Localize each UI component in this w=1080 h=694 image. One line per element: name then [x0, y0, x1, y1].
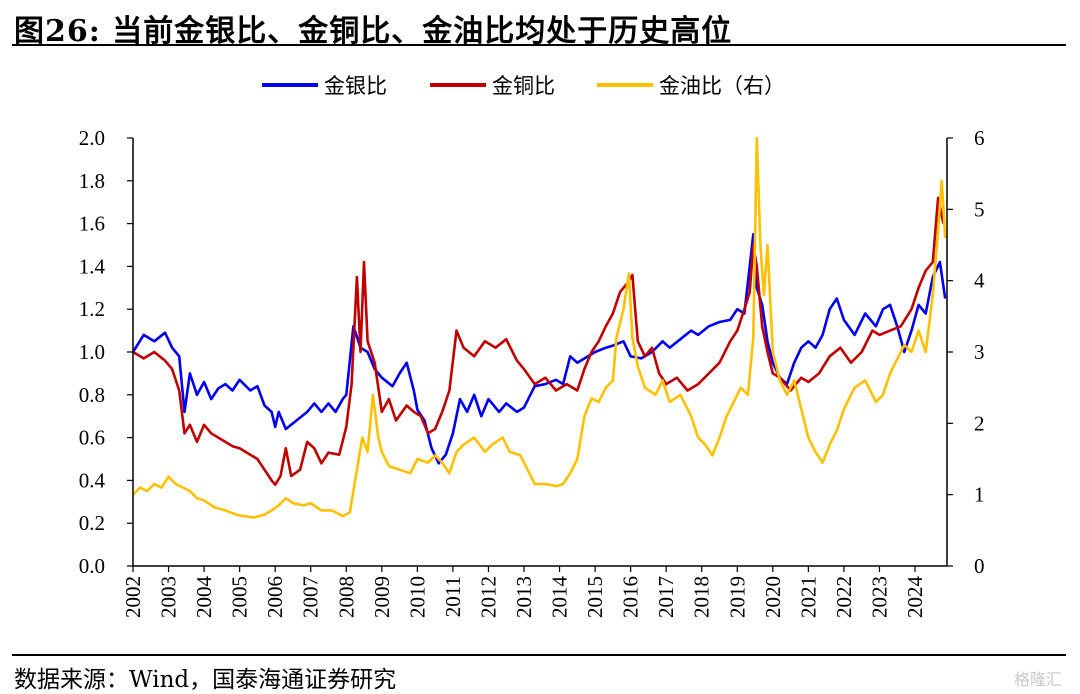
left-tick-label: 1.4	[79, 254, 106, 278]
x-tick-label: 2015	[583, 576, 607, 618]
x-tick-label: 2008	[334, 576, 358, 618]
left-tick-label: 0.0	[79, 554, 105, 578]
x-tick-label: 2017	[654, 576, 678, 618]
footer-rule	[12, 654, 1066, 656]
right-tick-label: 6	[974, 126, 985, 150]
right-tick-label: 1	[974, 483, 985, 507]
x-tick-label: 2018	[690, 576, 714, 618]
x-tick-label: 2012	[476, 576, 500, 618]
left-tick-label: 1.6	[79, 212, 105, 236]
right-tick-label: 5	[974, 197, 985, 221]
x-tick-label: 2009	[370, 576, 394, 618]
x-tick-label: 2021	[796, 576, 820, 618]
chart-axes: 0.0 0.2 0.4 0.6 0.8 1.0 1.2 1.4 1.6 1.8 2.0 0 1 2 3 4 5 6…	[79, 126, 985, 618]
right-tick-label: 3	[974, 340, 985, 364]
left-tick-label: 2.0	[79, 126, 105, 150]
series-line-3	[132, 136, 947, 519]
left-tick-label: 0.8	[79, 383, 105, 407]
x-tick-label: 2013	[512, 576, 536, 618]
x-tick-label: 2005	[228, 576, 252, 618]
x-tick-label: 2002	[121, 576, 145, 618]
legend-label: 金油比（右）	[659, 74, 785, 98]
x-tick-label: 2019	[725, 576, 749, 618]
chart-legend: 金银比 金铜比 金油比（右）	[262, 74, 785, 98]
legend-label: 金铜比	[492, 74, 555, 98]
x-tick-label: 2024	[903, 576, 927, 619]
left-tick-label: 0.4	[79, 468, 106, 492]
x-tick-label: 2014	[548, 576, 572, 619]
x-tick-label: 2004	[192, 576, 216, 619]
x-tick-label: 2022	[832, 576, 856, 618]
figure-title: 图26: 当前金银比、金铜比、金油比均处于历史高位	[14, 14, 733, 49]
right-tick-label: 2	[974, 411, 985, 435]
x-tick-label: 2020	[761, 576, 785, 618]
left-tick-label: 0.2	[79, 511, 105, 535]
x-tick-label: 2003	[157, 576, 181, 618]
right-tick-label: 4	[974, 269, 985, 293]
plot-area	[131, 136, 947, 519]
left-tick-label: 0.6	[79, 426, 105, 450]
x-tick-label: 2023	[867, 576, 891, 618]
source-note: 数据来源：Wind，国泰海通证券研究	[14, 667, 397, 693]
title-rule	[12, 44, 1066, 46]
x-tick-label: 2016	[619, 576, 643, 618]
x-tick-label: 2011	[441, 576, 465, 617]
x-tick-label: 2007	[299, 576, 323, 618]
left-tick-label: 1.2	[79, 297, 105, 321]
series-line-1	[131, 233, 947, 465]
watermark-text: 格隆汇	[1013, 670, 1062, 689]
right-tick-label: 0	[974, 554, 985, 578]
left-tick-label: 1.0	[79, 340, 105, 364]
left-tick-label: 1.8	[79, 169, 105, 193]
legend-label: 金银比	[324, 74, 387, 98]
x-tick-label: 2006	[263, 576, 287, 618]
x-tick-label: 2010	[405, 576, 429, 618]
series-line-2	[132, 196, 945, 486]
